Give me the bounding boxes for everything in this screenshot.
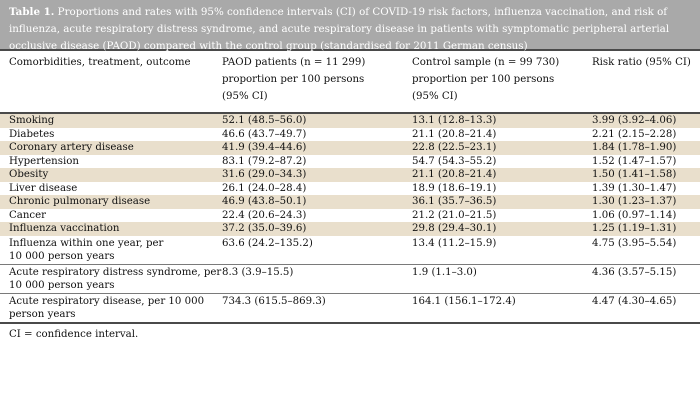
- table-caption: Table 1. Proportions and rates with 95% …: [0, 0, 700, 52]
- table-row: Acute respiratory disease, per 10 000 pe…: [0, 292, 700, 324]
- paod-value: 83.1 (79.2–87.2): [222, 155, 307, 167]
- control-value: 18.9 (18.6–19.1): [412, 182, 497, 194]
- row-label: Coronary artery disease: [0, 141, 213, 155]
- header-paod-line3: (95% CI): [222, 91, 268, 102]
- control-value: 1.9 (1.1–3.0): [403, 263, 583, 293]
- control-value: 21.2 (21.0–21.5): [412, 209, 497, 221]
- control-value: 22.8 (22.5–23.1): [403, 141, 583, 155]
- paod-value: 734.3 (615.5–869.3): [213, 292, 403, 324]
- table-row: Influenza vaccination 37.2 (35.0–39.6) 2…: [0, 222, 700, 236]
- control-value: 13.1 (12.8–13.3): [403, 113, 583, 128]
- control-value: 21.1 (20.8–21.4): [412, 128, 497, 140]
- paod-value: 8.3 (3.9–15.5): [213, 263, 403, 293]
- row-label: Smoking: [0, 113, 213, 128]
- risk-ratio-value: 1.25 (1.19–1.31): [583, 222, 700, 236]
- control-value: 29.8 (29.4–30.1): [403, 222, 583, 236]
- table-row: Coronary artery disease 41.9 (39.4–44.6)…: [0, 141, 700, 155]
- header-risk-ratio: Risk ratio (95% CI): [583, 51, 700, 114]
- header-paod-line1: PAOD patients (n = 11 299): [222, 57, 366, 68]
- control-value: 54.7 (54.3–55.2): [412, 155, 497, 167]
- paod-value: 26.1 (24.0–28.4): [222, 182, 307, 194]
- paod-value: 52.1 (48.5–56.0): [213, 113, 403, 128]
- row-label: Chronic pulmonary disease: [0, 195, 213, 209]
- row-label: Influenza within one year, per 10 000 pe…: [0, 236, 213, 265]
- row-label-line2: person years: [9, 309, 76, 320]
- row-label: Diabetes: [9, 128, 55, 140]
- row-label: Liver disease: [9, 182, 78, 194]
- risk-ratio-value: 4.75 (3.95–5.54): [592, 237, 677, 249]
- paod-value: 31.6 (29.0–34.3): [213, 168, 403, 182]
- caption-text: Proportions and rates with 95% confidenc…: [9, 6, 670, 52]
- header-paod: PAOD patients (n = 11 299) proportion pe…: [213, 51, 403, 114]
- table-row: Liver disease 26.1 (24.0–28.4) 18.9 (18.…: [0, 182, 700, 196]
- row-label: Acute respiratory distress syndrome, per…: [0, 263, 222, 293]
- header-paod-line2: proportion per 100 persons: [222, 74, 365, 85]
- row-label-line1: Influenza within one year, per: [9, 237, 164, 249]
- risk-ratio-value: 1.50 (1.41–1.58): [583, 168, 700, 182]
- paod-value: 46.6 (43.7–49.7): [222, 128, 307, 140]
- header-control: Control sample (n = 99 730) proportion p…: [403, 51, 583, 114]
- header-control-line2: proportion per 100 persons: [412, 74, 555, 85]
- risk-ratio-value: 1.84 (1.78–1.90): [583, 141, 700, 155]
- risk-ratio-value: 3.99 (3.92–4.06): [583, 113, 700, 128]
- control-value: 13.4 (11.2–15.9): [412, 237, 497, 249]
- row-label-line1: Acute respiratory disease, per 10 000: [9, 295, 205, 307]
- paod-value: 63.6 (24.2–135.2): [222, 237, 313, 249]
- table-row: Smoking 52.1 (48.5–56.0) 13.1 (12.8–13.3…: [0, 113, 700, 128]
- risk-ratio-value: 1.30 (1.23–1.37): [583, 195, 700, 209]
- row-label-line1: Acute respiratory distress syndrome, per: [9, 266, 222, 278]
- row-label-line2: 10 000 person years: [9, 280, 115, 291]
- table-row: Chronic pulmonary disease 46.9 (43.8–50.…: [0, 195, 700, 209]
- risk-ratio-value: 1.06 (0.97–1.14): [592, 209, 677, 221]
- risk-ratio-value: 4.47 (4.30–4.65): [583, 292, 700, 324]
- row-label: Acute respiratory disease, per 10 000 pe…: [0, 292, 213, 324]
- control-value: 36.1 (35.7–36.5): [403, 195, 583, 209]
- paod-value: 22.4 (20.6–24.3): [222, 209, 307, 221]
- control-value: 164.1 (156.1–172.4): [403, 292, 583, 324]
- table-row: Obesity 31.6 (29.0–34.3) 21.1 (20.8–21.4…: [0, 168, 700, 182]
- header-comorbidities: Comorbidities, treatment, outcome: [0, 51, 213, 114]
- row-label: Cancer: [9, 209, 47, 221]
- table-row: Hypertension 83.1 (79.2–87.2) 54.7 (54.3…: [0, 155, 700, 169]
- paod-value: 37.2 (35.0–39.6): [213, 222, 403, 236]
- table-footnote: CI = confidence interval.: [9, 328, 139, 340]
- table-row: Cancer 22.4 (20.6–24.3) 21.2 (21.0–21.5)…: [0, 209, 700, 223]
- data-table: Comorbidities, treatment, outcome PAOD p…: [0, 51, 700, 324]
- table-row: Diabetes 46.6 (43.7–49.7) 21.1 (20.8–21.…: [0, 128, 700, 142]
- risk-ratio-value: 1.52 (1.47–1.57): [592, 155, 677, 167]
- risk-ratio-value: 1.39 (1.30–1.47): [592, 182, 677, 194]
- risk-ratio-value: 2.21 (2.15–2.28): [592, 128, 677, 140]
- caption-label: Table 1.: [9, 6, 55, 18]
- table-row: Acute respiratory distress syndrome, per…: [0, 263, 700, 293]
- row-label-line2: 10 000 person years: [9, 251, 115, 262]
- header-row: Comorbidities, treatment, outcome PAOD p…: [0, 51, 700, 114]
- row-label: Hypertension: [9, 155, 79, 167]
- header-control-line3: (95% CI): [412, 91, 458, 102]
- header-control-line1: Control sample (n = 99 730): [412, 57, 560, 68]
- row-label: Obesity: [0, 168, 213, 182]
- control-value: 21.1 (20.8–21.4): [403, 168, 583, 182]
- risk-ratio-value: 4.36 (3.57–5.15): [583, 263, 700, 293]
- paod-value: 41.9 (39.4–44.6): [213, 141, 403, 155]
- paod-value: 46.9 (43.8–50.1): [213, 195, 403, 209]
- table-row: Influenza within one year, per 10 000 pe…: [0, 236, 700, 265]
- row-label: Influenza vaccination: [0, 222, 213, 236]
